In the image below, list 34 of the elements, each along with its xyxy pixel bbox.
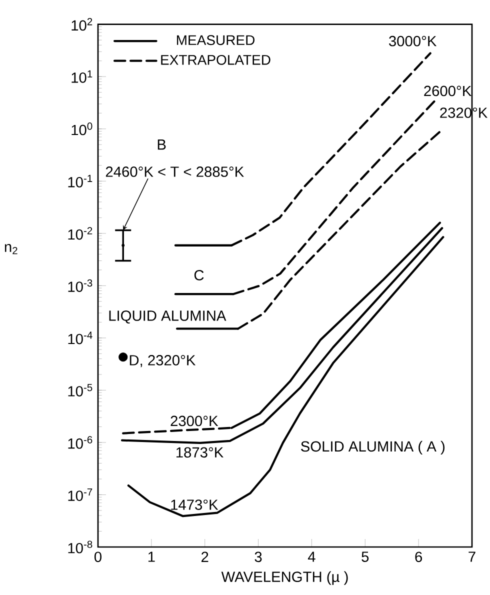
legend-label: MEASURED (176, 35, 254, 46)
y-axis-title: n$_{2}$ (4, 244, 18, 254)
x-tick-label: 0 (94, 552, 102, 562)
annotation: 2600°K (424, 86, 472, 96)
y-tick-label: 10$^{2}$ (72, 18, 92, 31)
x-tick-label: 6 (415, 552, 422, 562)
x-tick-label: 7 (468, 552, 476, 562)
annotation: 2300°K (170, 416, 218, 426)
y-tick-label: 10$^{-3}$ (68, 279, 92, 292)
y-tick-label: 10$^{-1}$ (68, 174, 92, 188)
y-tick-label: 10$^{-5}$ (68, 384, 92, 396)
x-tick-label: 4 (308, 552, 316, 562)
annotation: 2460°K < T < 2885°K (106, 166, 244, 177)
annotation: SOLID ALUMINA ( A ) (301, 440, 444, 455)
x-tick-label: 2 (202, 552, 208, 562)
y-tick-label: 10$^{0}$ (72, 122, 92, 136)
y-tick-label: 10$^{1}$ (72, 70, 92, 83)
y-tick-label: 10$^{-8}$ (68, 540, 92, 554)
y-tick-label: 10$^{-2}$ (68, 227, 92, 240)
annotation: 1473°K (171, 500, 218, 510)
annotation: LIQUID ALUMINA (109, 310, 226, 324)
annotation: 1873°K (176, 447, 224, 458)
annotation: D, 2320°K (130, 355, 196, 368)
y-tick-label: 10$^{-7}$ (68, 488, 92, 501)
annotation: 3000°K (389, 36, 437, 46)
x-tick-label: 3 (254, 552, 262, 562)
x-tick-label: 5 (362, 552, 369, 562)
annotation: C (194, 270, 204, 280)
x-axis-title: WAVELENGTH (µ ) (221, 571, 348, 585)
legend-label: EXTRAPOLATED (161, 54, 270, 65)
annotation: B (158, 140, 166, 150)
y-tick-label: 10$^{-4}$ (68, 332, 92, 344)
x-tick-label: 1 (148, 552, 155, 562)
y-tick-label: 10$^{-6}$ (68, 436, 92, 449)
